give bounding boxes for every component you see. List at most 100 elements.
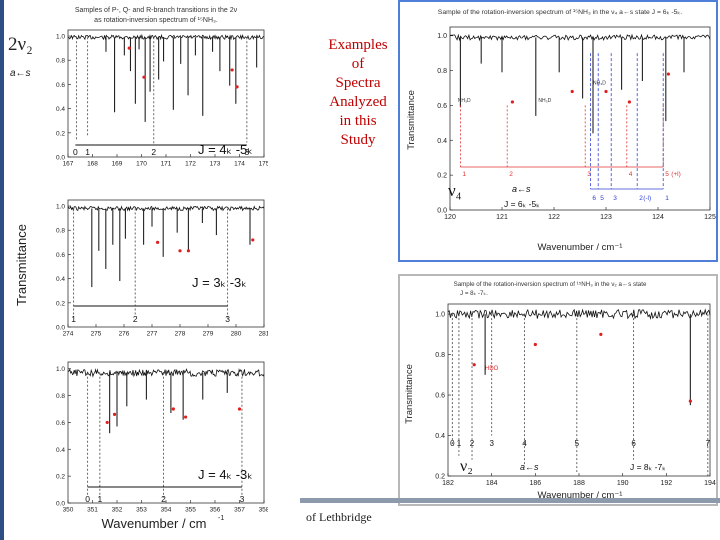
minus-l-label: 2 [639, 195, 643, 202]
k-marker-label: 3 [244, 147, 249, 157]
panel-e-title: Sample of the rotation-inversion spectru… [454, 281, 647, 288]
y-tick-label: 0.2 [56, 300, 65, 307]
x-tick-label: 358 [259, 507, 268, 514]
assignment-marker [142, 75, 146, 79]
y-tick-label: 0.2 [56, 474, 65, 481]
k-marker-label: 1 [85, 147, 90, 157]
left-spectra-panel: Samples of P-, Q- and R-branch transitio… [6, 0, 268, 538]
k-marker-label: 7 [706, 439, 711, 448]
x-tick-label: 352 [112, 507, 123, 514]
y-tick-label: 0.6 [56, 82, 65, 89]
y-axis-label: Transmittance [406, 90, 417, 150]
x-tick-label: 279 [203, 331, 214, 338]
assignment-marker [230, 68, 234, 72]
y-axis-label: Transmittance [404, 364, 415, 424]
x-tick-label: 188 [573, 480, 585, 487]
plot-frame [447, 303, 711, 477]
x-tick-label: 125 [704, 214, 716, 221]
x-tick-label: 355 [185, 507, 196, 514]
k-marker-label: 1 [457, 439, 462, 448]
assignment-marker [171, 407, 175, 411]
x-tick-label: 167 [63, 161, 74, 168]
k-marker-label: 2 [161, 494, 166, 504]
impurity-tag: NH₃D [538, 98, 551, 104]
x-tick-label: 121 [496, 214, 508, 221]
y-tick-label: 0.6 [56, 420, 65, 427]
x-tick-label: 278 [175, 331, 186, 338]
nu2-spectrum-panel: Sample of the rotation-inversion spectru… [398, 274, 718, 506]
x-tick-label: 175 [259, 161, 268, 168]
y-tick-label: 0.4 [56, 447, 65, 454]
title-line: of [351, 56, 365, 72]
slide-title: Examples of Spectra Analyzed in this Stu… [312, 36, 404, 150]
y-tick-label: 0.4 [435, 433, 445, 440]
assignment-marker [688, 399, 692, 403]
x-tick-label: 169 [112, 161, 123, 168]
title-line: Study [340, 132, 376, 148]
minus-l-label: 1 [665, 195, 669, 202]
y-tick-label: 1.0 [56, 366, 65, 373]
k-marker-label: 2 [151, 147, 156, 157]
k-marker-label: 3 [489, 439, 494, 448]
spectrum-trace [67, 205, 265, 212]
x-tick-label: 168 [87, 161, 98, 168]
x-tick-label: 274 [63, 331, 74, 338]
y-tick-label: 0.8 [435, 352, 445, 359]
y-tick-label: 0.0 [56, 155, 65, 162]
k-marker-label: 5 [575, 439, 580, 448]
y-tick-label: 0.8 [56, 393, 65, 400]
assignment-marker [472, 363, 476, 367]
assignment-marker [570, 89, 574, 94]
assignment-marker [235, 85, 239, 89]
j-transition-label: J = 4ₖ -5ₖ [198, 142, 253, 157]
k-marker-label: 6 [631, 439, 636, 448]
plus-l-label: 4 [629, 171, 633, 178]
footer-text: of Lethbridge [306, 510, 372, 524]
y-tick-label: 0.4 [56, 276, 65, 283]
assignment-marker [604, 89, 608, 94]
x-tick-label: 182 [442, 480, 454, 487]
x-tick-label: 350 [63, 507, 74, 514]
band-label: ν₄ [448, 181, 462, 200]
y-tick-label: 0.2 [437, 173, 447, 180]
band-label: 2ν₂ [8, 34, 33, 55]
x-tick-label: 124 [652, 214, 664, 221]
x-tick-label: 351 [87, 507, 98, 514]
assignment-marker [533, 342, 537, 347]
x-tick-label: 171 [161, 161, 172, 168]
x-tick-label: 174 [234, 161, 245, 168]
title-line: Spectra [335, 75, 381, 91]
k-marker-label: 3 [240, 494, 245, 504]
x-axis-label: Wavenumber / cm⁻¹ [538, 490, 623, 501]
transition-label: a←s [10, 68, 31, 79]
x-tick-label: 123 [600, 214, 612, 221]
x-tick-label: 172 [185, 161, 196, 168]
y-tick-label: 1.0 [435, 312, 445, 319]
transition-label: a←s [520, 462, 539, 472]
x-tick-label: 280 [231, 331, 242, 338]
title-line: Analyzed [329, 94, 387, 110]
title-line: in this [339, 113, 377, 129]
x-axis-label-superscript: -1 [218, 515, 224, 522]
k-marker-label: 1 [71, 314, 76, 324]
x-tick-label: 353 [136, 507, 147, 514]
panel-d-title: Sample of the rotation-inversion spectru… [438, 9, 683, 16]
x-axis-label: Wavenumber / cm [102, 516, 207, 531]
assignment-marker [186, 249, 190, 253]
panel-e-title: J = 8ₖ -7ₖ. [460, 290, 488, 297]
assignment-marker [627, 100, 631, 104]
x-axis-label: Wavenumber / cm⁻¹ [538, 242, 623, 253]
minus-l-tag: (-l) [643, 195, 651, 202]
k-marker-label: 0 [73, 147, 78, 157]
panel-a-title: as rotation-inversion spectrum of ¹⁵NH₃. [94, 17, 218, 24]
x-tick-label: 184 [486, 480, 498, 487]
y-tick-label: 0.8 [56, 58, 65, 65]
assignment-marker [105, 420, 109, 425]
assignment-marker [251, 238, 255, 242]
y-tick-label: 1.0 [56, 34, 65, 41]
k-marker-label: 0 [450, 439, 455, 448]
y-tick-label: 0.6 [437, 103, 447, 110]
plus-l-label: 5 [665, 171, 669, 178]
assignment-marker [184, 415, 188, 419]
spectrum-trace [449, 33, 711, 42]
